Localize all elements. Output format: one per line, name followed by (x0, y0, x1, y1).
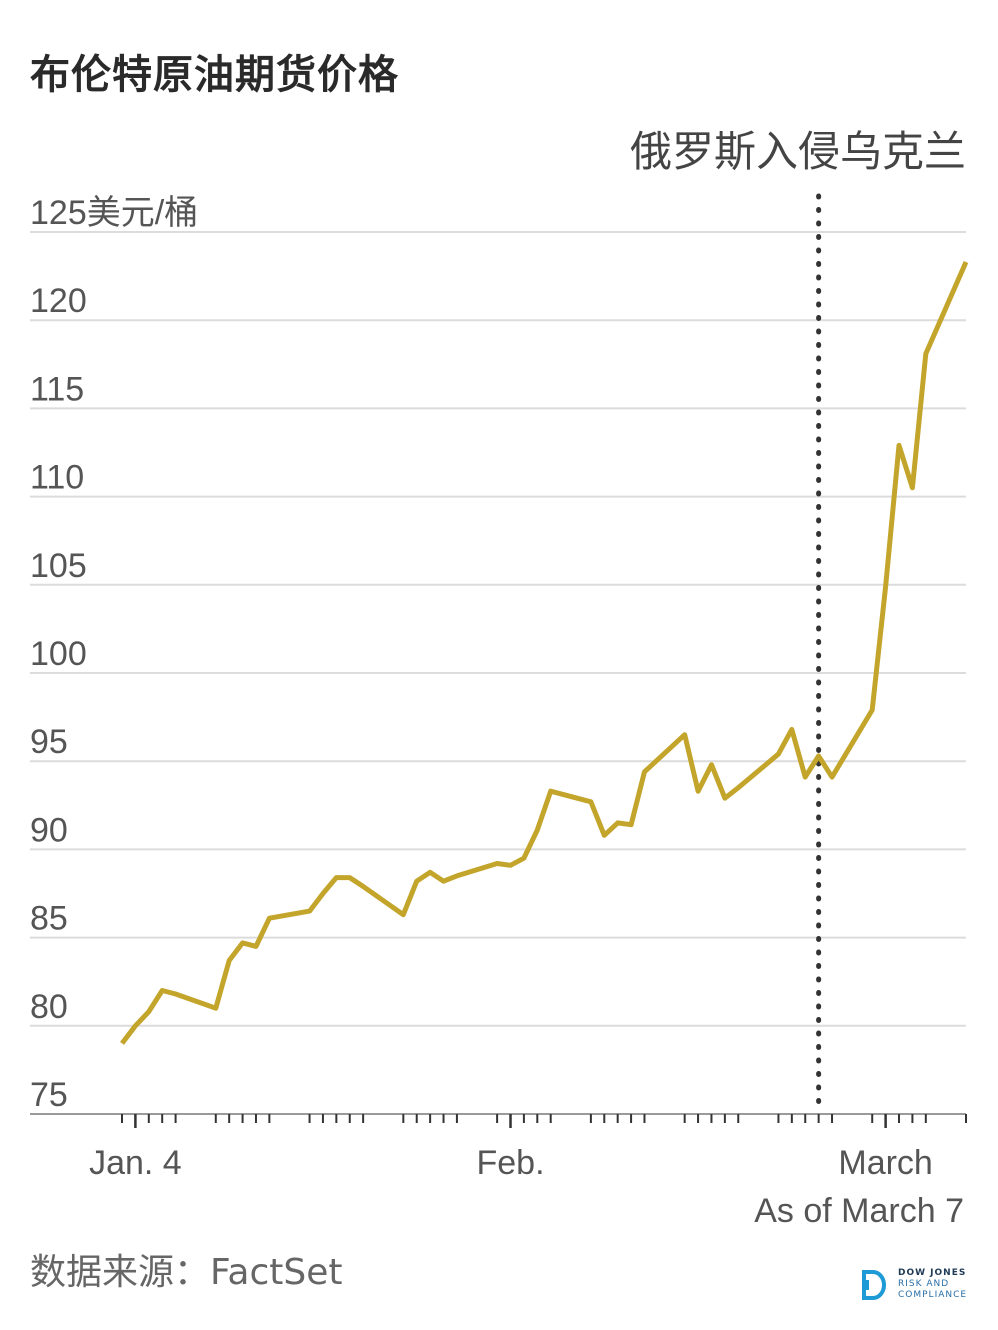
y-tick-label: 125美元/桶 (30, 194, 198, 232)
y-tick-label: 80 (30, 988, 68, 1026)
as-of-note: As of March 7 (754, 1192, 964, 1230)
y-tick-label: 100 (30, 635, 87, 673)
price-line-chart: 75 80 85 90 95 100 105 110 115 120 125美元/桶 Jan. 4 Fe… (30, 127, 969, 1230)
x-tick-label: March (838, 1144, 932, 1182)
y-tick-label: 90 (30, 811, 68, 849)
brent-price-line (120, 260, 969, 1045)
y-tick-label: 95 (30, 723, 68, 761)
y-tick-label: 120 (30, 282, 87, 320)
brand-line-1: DOW JONES (898, 1268, 967, 1278)
y-tick-label: 105 (30, 547, 87, 585)
dow-jones-logo: DOW JONES RISK AND COMPLIANCE (862, 1268, 982, 1302)
y-tick-label: 85 (30, 900, 68, 938)
y-tick-label: 110 (30, 459, 84, 497)
invasion-marker-label: 俄罗斯入侵乌克兰 (630, 127, 966, 176)
brand-line-3: COMPLIANCE (898, 1290, 968, 1300)
chart-title: 布伦特原油期货价格 (30, 52, 399, 98)
y-tick-label: 75 (30, 1076, 68, 1114)
source-note: 数据来源：FactSet (30, 1252, 343, 1293)
x-tick-label: Feb. (476, 1144, 544, 1182)
y-tick-label: 115 (30, 370, 84, 408)
brand-line-2: RISK AND (898, 1279, 950, 1289)
dow-jones-d-icon (862, 1270, 886, 1300)
x-tick-label: Jan. 4 (89, 1144, 182, 1182)
